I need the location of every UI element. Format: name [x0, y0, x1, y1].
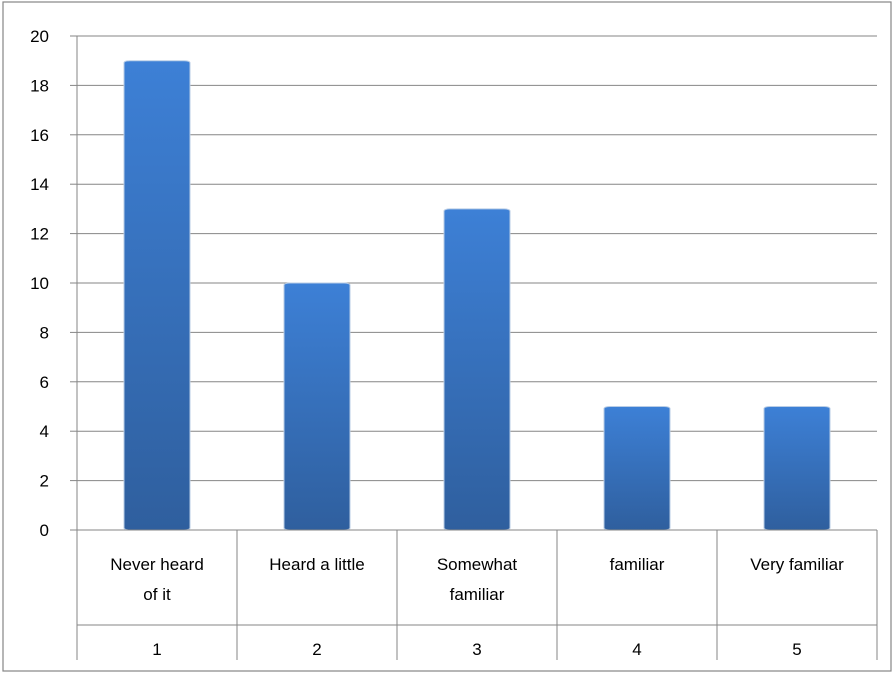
y-tick-label: 14	[30, 175, 49, 194]
y-tick-label: 4	[40, 422, 49, 441]
bar	[603, 406, 671, 531]
bar	[443, 208, 511, 531]
labels: 0 2 4 6 8 10 12 14 16 18 20 Never heard of it 1 Heard …	[30, 27, 844, 659]
x-category-label: Very familiar	[750, 555, 844, 574]
x-category-number: 2	[312, 640, 321, 659]
x-category-label: Heard a little	[269, 555, 364, 574]
y-tick-label: 20	[30, 27, 49, 46]
y-tick-label: 10	[30, 274, 49, 293]
bar	[123, 60, 191, 531]
y-tick-label: 0	[40, 521, 49, 540]
x-category-label: Somewhat	[437, 555, 518, 574]
axes	[70, 35, 878, 660]
x-category-number: 5	[792, 640, 801, 659]
x-category-number: 4	[632, 640, 641, 659]
gridlines	[77, 35, 877, 482]
x-category-label: familiar	[450, 585, 505, 604]
bar	[283, 282, 351, 531]
bar	[763, 406, 831, 531]
y-tick-label: 16	[30, 126, 49, 145]
y-tick-label: 18	[30, 76, 49, 95]
bars	[123, 60, 831, 531]
y-tick-label: 12	[30, 225, 49, 244]
y-tick-label: 2	[40, 472, 49, 491]
x-category-number: 3	[472, 640, 481, 659]
x-category-number: 1	[152, 640, 161, 659]
x-category-label: Never heard	[110, 555, 204, 574]
y-tick-label: 6	[40, 373, 49, 392]
x-category-label: familiar	[610, 555, 665, 574]
x-category-label: of it	[143, 585, 171, 604]
y-tick-label: 8	[40, 323, 49, 342]
